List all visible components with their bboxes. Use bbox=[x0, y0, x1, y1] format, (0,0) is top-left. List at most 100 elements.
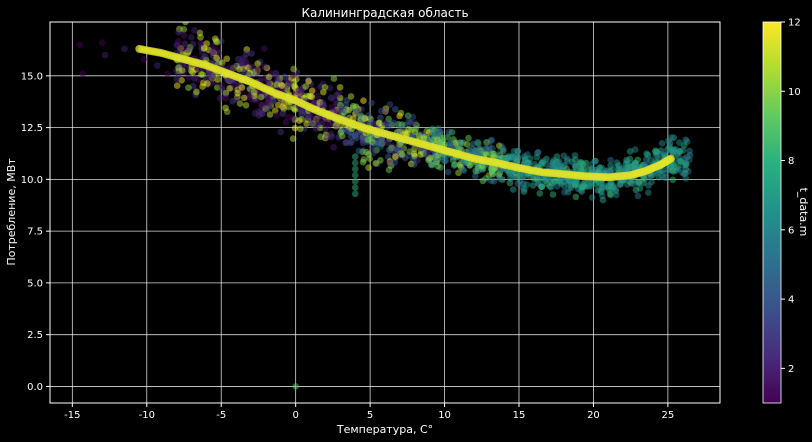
observed-point bbox=[76, 41, 84, 49]
scatter-point bbox=[659, 173, 666, 181]
scatter-point bbox=[643, 150, 650, 157]
scatter-point bbox=[261, 63, 269, 71]
scatter-point bbox=[234, 89, 241, 97]
scatter-point bbox=[278, 82, 286, 89]
y-tick-label: 2.5 bbox=[27, 330, 43, 341]
scatter-point bbox=[175, 64, 183, 71]
scatter-point bbox=[330, 143, 338, 151]
scatter-point bbox=[204, 80, 211, 87]
scatter-point bbox=[254, 66, 262, 74]
scatter-point bbox=[184, 46, 191, 54]
plot-frame bbox=[49, 21, 721, 404]
colorbar-tick-label: 6 bbox=[788, 225, 794, 236]
scatter-point bbox=[536, 190, 544, 197]
x-axis-label: Температура, C° bbox=[336, 423, 433, 436]
scatter-point bbox=[229, 97, 236, 105]
scatter-point bbox=[222, 89, 230, 97]
x-tick-label: 10 bbox=[438, 410, 451, 421]
scatter-point bbox=[275, 101, 282, 109]
scatter-point bbox=[319, 100, 327, 107]
scatter-point bbox=[594, 187, 602, 194]
scatter-point bbox=[446, 139, 454, 147]
scatter-point bbox=[572, 162, 580, 169]
scatter-point bbox=[173, 41, 180, 49]
scatter-point bbox=[444, 168, 452, 176]
scatter-point bbox=[564, 188, 572, 196]
scatter-point bbox=[514, 157, 521, 165]
scatter-point bbox=[435, 151, 442, 159]
scatter-point bbox=[590, 166, 597, 173]
scatter-point bbox=[189, 69, 196, 76]
scatter-point bbox=[434, 125, 442, 132]
scatter-point bbox=[272, 69, 280, 77]
scatter-point bbox=[386, 101, 394, 108]
scatter-point bbox=[487, 177, 495, 185]
scatter-point bbox=[669, 176, 677, 184]
x-tick-label: -10 bbox=[139, 410, 155, 421]
scatter-point bbox=[579, 181, 587, 188]
colorbar-tick-label: 8 bbox=[788, 156, 794, 167]
scatter-point bbox=[213, 38, 221, 46]
scatter-point bbox=[514, 147, 522, 155]
scatter-point bbox=[360, 156, 368, 163]
scatter-point bbox=[336, 83, 344, 91]
y-tick-label: 7.5 bbox=[27, 227, 43, 238]
scatter-point bbox=[264, 105, 271, 113]
scatter-point bbox=[669, 167, 676, 174]
scatter-point bbox=[405, 118, 413, 125]
scatter-point bbox=[397, 109, 405, 117]
scatter-point bbox=[652, 148, 659, 156]
scatter-point bbox=[307, 119, 315, 127]
scatter-point bbox=[442, 157, 449, 164]
scatter-point bbox=[191, 27, 198, 34]
y-axis-ticks: 0.0 2.5 5.0 7.5 10.0 12.5 15.0 bbox=[21, 71, 50, 393]
scatter-point bbox=[222, 94, 230, 102]
scatter-point bbox=[203, 40, 211, 47]
scatter-point bbox=[428, 161, 436, 169]
scatter-point bbox=[386, 159, 394, 167]
scatter-point bbox=[674, 163, 681, 171]
scatter-point bbox=[368, 99, 375, 107]
scatter-point bbox=[308, 87, 316, 95]
scatter-point bbox=[347, 93, 355, 100]
scatter-point bbox=[333, 123, 341, 130]
observed-point bbox=[98, 39, 106, 47]
scatter-point bbox=[607, 156, 614, 164]
observed-point bbox=[351, 153, 359, 160]
scatter-point bbox=[201, 53, 209, 60]
scatter-point bbox=[342, 139, 350, 147]
scatter-point bbox=[181, 40, 189, 47]
scatter-point bbox=[333, 91, 340, 99]
scatter-point bbox=[635, 178, 643, 186]
scatter-point bbox=[398, 151, 406, 158]
scatter-point bbox=[425, 156, 432, 164]
scatter-point bbox=[326, 84, 334, 92]
scatter-point bbox=[290, 72, 297, 79]
scatter-point bbox=[197, 33, 204, 41]
scatter-point bbox=[465, 134, 472, 142]
scatter-point bbox=[209, 73, 216, 81]
scatter-point bbox=[589, 160, 596, 168]
scatter-point bbox=[669, 147, 677, 155]
scatter-point bbox=[239, 55, 247, 62]
scatter-point bbox=[450, 162, 458, 169]
colorbar bbox=[762, 21, 782, 404]
scatter-point bbox=[433, 136, 441, 143]
scatter-point bbox=[489, 170, 496, 178]
scatter-point bbox=[534, 148, 542, 156]
scatter-point bbox=[202, 75, 210, 82]
scatter-point bbox=[297, 125, 304, 133]
y-axis-label: Потребление, МВт bbox=[5, 158, 18, 266]
scatter-point bbox=[626, 148, 634, 155]
scatter-point bbox=[482, 175, 490, 182]
scatter-point bbox=[444, 133, 452, 141]
scatter-point bbox=[295, 87, 303, 94]
scatter-point bbox=[364, 136, 372, 144]
scatter-point bbox=[289, 135, 297, 142]
scatter-point bbox=[280, 105, 288, 112]
y-tick-label: 10.0 bbox=[21, 175, 43, 186]
scatter-point bbox=[224, 77, 232, 84]
scatter-point bbox=[529, 182, 537, 189]
scatter-point bbox=[560, 152, 568, 160]
scatter-point bbox=[553, 153, 561, 160]
